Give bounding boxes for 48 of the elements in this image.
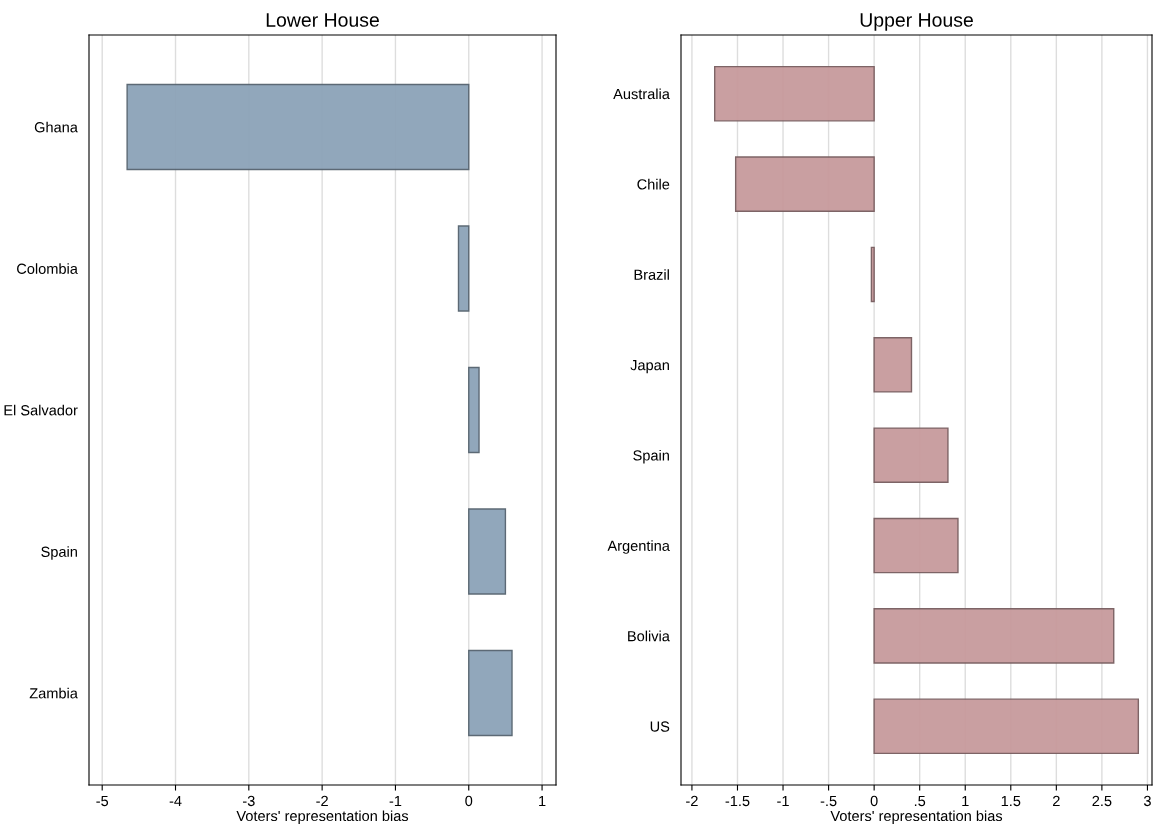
y-tick-label: Argentina (607, 540, 670, 554)
bar (126, 83, 470, 171)
x-tick-label: -.5 (820, 795, 837, 807)
chart-title: Upper House (860, 13, 973, 31)
y-tick-label: Bolivia (628, 630, 670, 642)
y-tick-label: Spain (633, 449, 669, 464)
bar (734, 156, 875, 212)
y-tick-label: US (650, 721, 670, 732)
bar (873, 337, 913, 393)
x-tick-label: 1 (962, 795, 969, 806)
x-tick-label: 3 (1143, 795, 1151, 807)
bar (468, 649, 513, 737)
x-axis-title: Voters' representation bias (830, 810, 1003, 824)
y-tick-label: Australia (613, 88, 670, 100)
x-tick-label: 1.5 (1001, 795, 1021, 807)
x-tick-label: 0 (870, 795, 878, 807)
x-tick-label: -5 (96, 795, 109, 807)
bar (870, 246, 875, 303)
y-tick-label: Zambia (29, 687, 78, 699)
bar (468, 508, 507, 595)
x-tick-label: 0 (465, 795, 473, 807)
x-tick-label: -1.5 (725, 795, 750, 807)
x-tick-label: 2 (1053, 795, 1060, 806)
chart-title: Lower House (266, 13, 379, 27)
bar (873, 517, 959, 574)
bar (873, 698, 1140, 755)
y-tick-label: Spain (41, 546, 77, 560)
x-tick-label: 1 (539, 795, 546, 806)
bar (457, 225, 470, 312)
y-tick-label: Brazil (634, 269, 669, 280)
y-tick-label: El Salvador (4, 404, 78, 416)
x-tick-label: 2.5 (1092, 795, 1112, 807)
x-tick-label: -1 (389, 795, 402, 806)
x-tick-label: -3 (242, 795, 255, 807)
y-tick-label: Ghana (34, 121, 78, 133)
bar (714, 65, 875, 122)
y-tick-label: Colombia (17, 263, 78, 274)
x-tick-label: -4 (169, 795, 182, 806)
bar (468, 366, 480, 454)
bar (873, 427, 949, 483)
x-axis-title: Voters' representation bias (236, 810, 409, 824)
x-tick-label: .5 (914, 795, 926, 807)
y-tick-label: Japan (630, 360, 669, 374)
x-tick-label: -2 (686, 795, 698, 806)
x-tick-label: -1 (777, 795, 789, 806)
bar (873, 608, 1115, 664)
x-tick-label: -2 (316, 795, 328, 806)
y-tick-label: Chile (637, 178, 670, 190)
